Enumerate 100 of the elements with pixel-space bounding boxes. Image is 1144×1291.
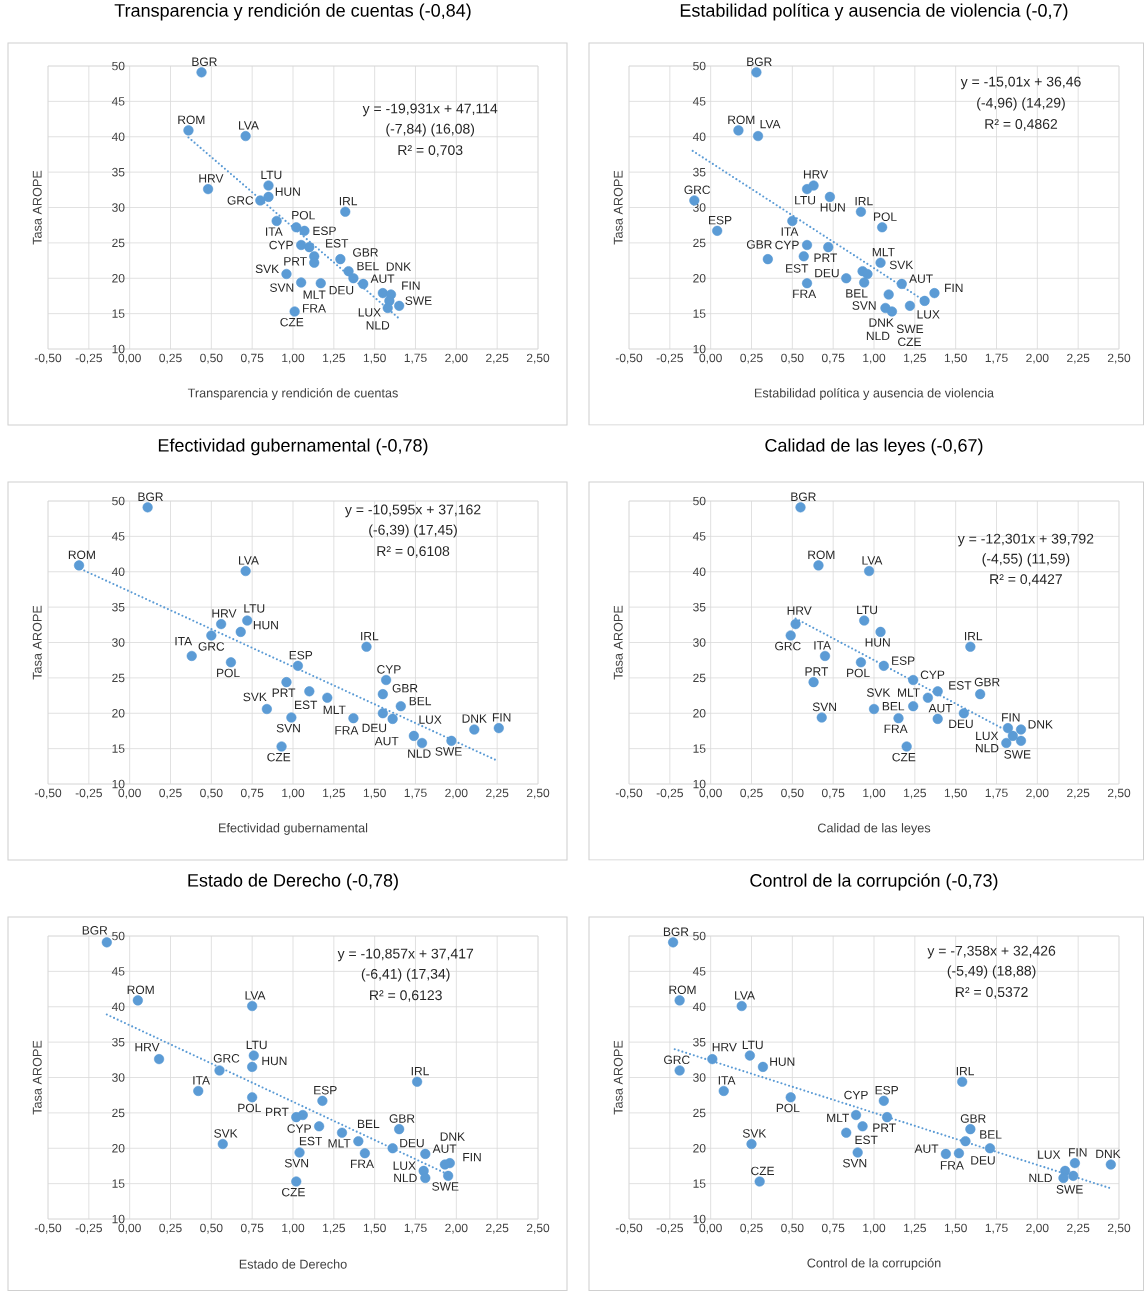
point [1105, 1159, 1116, 1170]
x-tick-label: 0,75 [821, 1223, 845, 1234]
point [857, 1121, 868, 1132]
point [387, 713, 398, 724]
annotation: ESP [314, 1085, 337, 1095]
annotation: y = -7,358x + 32,426 [927, 945, 1056, 959]
annotation: FIN [1002, 713, 1020, 722]
annotation: NLD [408, 749, 431, 758]
point [235, 626, 246, 637]
x-tick-label: -0,50 [615, 1223, 643, 1234]
x-tick-label: -0,25 [75, 788, 102, 799]
annotation: GRC [664, 1055, 690, 1065]
point [712, 225, 723, 236]
x-tick-label: 1,00 [282, 1223, 305, 1234]
annotation: DNK [462, 714, 487, 723]
x-tick-label: 0,75 [240, 353, 264, 364]
x-tick-label: 0,75 [240, 1223, 264, 1234]
point [896, 278, 907, 289]
x-tick-label: 1,25 [323, 353, 345, 364]
annotation: BEL [357, 261, 379, 271]
point [443, 1170, 454, 1181]
x-tick-label: 1,75 [985, 788, 1008, 799]
annotation: (-4,96) (14,29) [977, 97, 1065, 111]
annotation: EST [855, 1135, 878, 1145]
x-tick-label: 0,00 [699, 1223, 722, 1234]
annotation: SVN [276, 723, 300, 733]
point [343, 266, 354, 277]
point [142, 502, 153, 513]
point [377, 708, 388, 719]
y-tick-label: 15 [112, 309, 125, 318]
y-tick-label: 15 [693, 1179, 706, 1188]
x-tick-label: 0,00 [699, 788, 722, 799]
point [382, 302, 393, 314]
annotation: ITA [781, 227, 799, 236]
annotation: IRL [411, 1066, 429, 1076]
annotation: ITA [175, 637, 193, 646]
annotation: AUT [370, 274, 395, 283]
y-axis-title: Tasa AROPE [613, 170, 623, 245]
annotation: ITA [718, 1076, 736, 1085]
point [291, 1176, 302, 1187]
point [855, 206, 867, 217]
x-axis-title: Control de la corrupción [807, 1258, 941, 1270]
point [286, 712, 297, 723]
point [855, 657, 867, 668]
y-tick-label: 30 [112, 638, 125, 647]
point [883, 289, 894, 300]
annotation: y = -12,301x + 39,792 [957, 533, 1094, 547]
point [247, 1061, 258, 1072]
point [801, 239, 813, 251]
annotation: EST [949, 681, 972, 690]
point [754, 1176, 765, 1187]
y-tick-label: 35 [693, 1037, 706, 1047]
annotation: (-5,49) (18,88) [947, 965, 1036, 979]
x-tick-label: 0,50 [200, 353, 223, 364]
annotation: SVN [270, 283, 294, 292]
point [1058, 1172, 1069, 1184]
annotation: SVN [852, 301, 876, 310]
point [1001, 737, 1012, 749]
annotation: LTU [742, 1040, 763, 1050]
y-tick-label: 45 [111, 967, 125, 976]
y-tick-label: 40 [111, 1002, 125, 1012]
x-tick-label: 2,50 [526, 353, 550, 364]
annotation: GBR [960, 1114, 986, 1123]
x-tick-label: -0,25 [75, 1223, 102, 1234]
annotation: POL [776, 1103, 800, 1113]
x-tick-label: -0,50 [34, 1223, 62, 1234]
point [240, 130, 251, 142]
x-tick-label: 1,75 [985, 1223, 1008, 1234]
x-tick-label: 0,00 [118, 1223, 141, 1234]
x-tick-label: 1,25 [323, 1223, 345, 1234]
point [1068, 1170, 1079, 1181]
point [353, 1136, 364, 1147]
y-tick-label: 35 [693, 602, 706, 612]
annotation: GRC [213, 1054, 240, 1063]
chart-title: Efectividad gubernamental (-0,78) [158, 438, 428, 456]
point [922, 692, 933, 703]
annotation: IRL [855, 196, 873, 206]
x-tick-label: -0,25 [656, 353, 684, 364]
annotation: R² = 0,6108 [377, 546, 450, 558]
x-tick-label: -0,50 [34, 353, 62, 364]
point [958, 708, 969, 719]
annotation: DNK [1028, 720, 1053, 729]
annotation: FRA [940, 1161, 964, 1170]
y-axis-title: Tasa AROPE [613, 1040, 623, 1115]
point [281, 268, 292, 280]
point [73, 560, 85, 571]
annotation: GRC [227, 196, 254, 205]
point [929, 288, 940, 299]
point [862, 268, 873, 280]
point [317, 1095, 328, 1106]
x-tick-label: -0,25 [656, 788, 684, 799]
annotation: CZE [751, 1166, 775, 1176]
annotation: LTU [244, 604, 265, 613]
annotation: ITA [814, 641, 832, 650]
annotation: ROM [669, 985, 696, 995]
x-tick-label: 2,25 [1067, 788, 1090, 799]
y-tick-label: 50 [693, 61, 706, 71]
point [785, 630, 796, 641]
point [1007, 730, 1018, 741]
point [322, 692, 333, 703]
